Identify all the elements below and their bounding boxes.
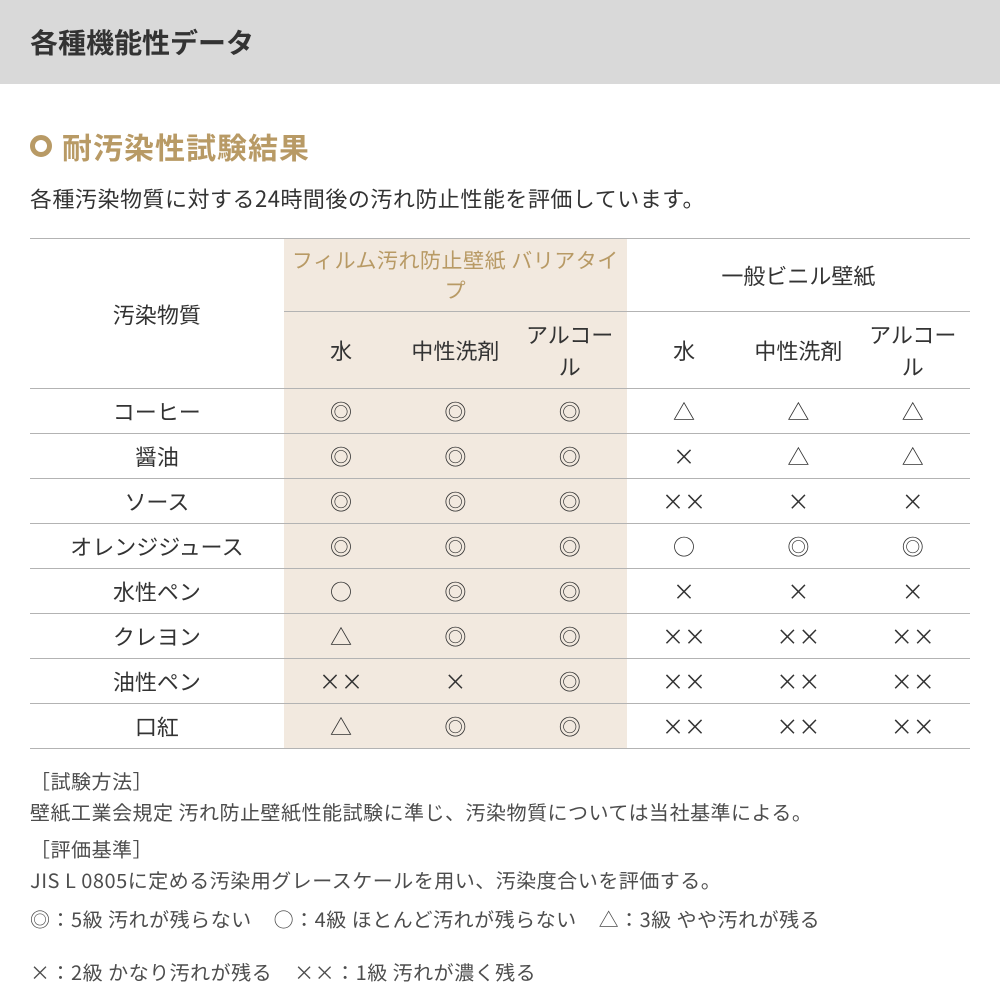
- table-row: ソース◎◎◎××××: [30, 479, 970, 524]
- content: 耐汚染性試験結果 各種汚染物質に対する24時間後の汚れ防止性能を評価しています。…: [0, 84, 1000, 987]
- cell: ××: [856, 659, 970, 704]
- legend-item: △：3級 やや汚れが残る: [599, 903, 821, 934]
- cell: ◎: [284, 524, 398, 569]
- row-label: 醤油: [30, 434, 284, 479]
- th-sub: 水: [284, 312, 398, 389]
- cell: ×: [741, 479, 855, 524]
- notes-method-text: 壁紙工業会規定 汚れ防止壁紙性能試験に準じ、汚染物質については当社基準による。: [30, 797, 812, 826]
- cell: ××: [741, 704, 855, 749]
- notes-criteria-label: ［評価基準］: [30, 833, 970, 864]
- cell: ◎: [398, 479, 512, 524]
- cell: ◎: [284, 434, 398, 479]
- ring-bullet-icon: [30, 135, 52, 157]
- cell: △: [741, 389, 855, 434]
- row-label: 水性ペン: [30, 569, 284, 614]
- stain-resistance-table: 汚染物質 フィルム汚れ防止壁紙 バリアタイプ 一般ビニル壁紙 水 中性洗剤 アル…: [30, 238, 970, 749]
- cell: ◎: [398, 569, 512, 614]
- notes: ［試験方法］ 壁紙工業会規定 汚れ防止壁紙性能試験に準じ、汚染物質については当社…: [30, 765, 970, 987]
- row-label: クレヨン: [30, 614, 284, 659]
- cell: ××: [627, 704, 741, 749]
- cell: ××: [856, 704, 970, 749]
- cell: △: [856, 389, 970, 434]
- th-sub: 中性洗剤: [398, 312, 512, 389]
- cell: ××: [284, 659, 398, 704]
- section-title: 耐汚染性試験結果: [62, 124, 310, 168]
- th-sub: 水: [627, 312, 741, 389]
- legend-item: ××：1級 汚れが濃く残る: [294, 956, 536, 987]
- cell: ××: [741, 659, 855, 704]
- cell: △: [284, 704, 398, 749]
- table-row: 油性ペン×××◎××××××: [30, 659, 970, 704]
- cell: ◎: [284, 389, 398, 434]
- cell: ×: [856, 569, 970, 614]
- cell: ◎: [513, 434, 627, 479]
- notes-method-label: ［試験方法］: [30, 765, 970, 796]
- cell: ◎: [513, 389, 627, 434]
- cell: ××: [627, 614, 741, 659]
- cell: ××: [741, 614, 855, 659]
- legend-item: ×：2級 かなり汚れが残る: [30, 956, 272, 987]
- row-label: 口紅: [30, 704, 284, 749]
- cell: ×: [398, 659, 512, 704]
- cell: ◎: [513, 479, 627, 524]
- table-body: コーヒー◎◎◎△△△醤油◎◎◎×△△ソース◎◎◎××××オレンジジュース◎◎◎○…: [30, 389, 970, 749]
- cell: ◎: [398, 704, 512, 749]
- cell: ×: [627, 569, 741, 614]
- th-sub: アルコール: [856, 312, 970, 389]
- table-row: 醤油◎◎◎×△△: [30, 434, 970, 479]
- cell: ◎: [513, 524, 627, 569]
- legend: ◎：5級 汚れが残らない ○：4級 ほとんど汚れが残らない △：3級 やや汚れが残る…: [30, 903, 970, 987]
- row-label: コーヒー: [30, 389, 284, 434]
- cell: ○: [627, 524, 741, 569]
- section-lead: 各種汚染物質に対する24時間後の汚れ防止性能を評価しています。: [30, 182, 970, 214]
- th-group-film: フィルム汚れ防止壁紙 バリアタイプ: [284, 239, 627, 312]
- cell: ◎: [513, 659, 627, 704]
- page-title: 各種機能性データ: [30, 22, 254, 62]
- cell: ◎: [741, 524, 855, 569]
- cell: ◎: [398, 389, 512, 434]
- cell: ××: [856, 614, 970, 659]
- cell: ◎: [398, 614, 512, 659]
- row-label: オレンジジュース: [30, 524, 284, 569]
- notes-criteria-text: JIS L 0805に定める汚染用グレースケールを用い、汚染度合いを評価する。: [30, 865, 721, 894]
- row-label: 油性ペン: [30, 659, 284, 704]
- cell: △: [284, 614, 398, 659]
- cell: ◎: [398, 524, 512, 569]
- page-header: 各種機能性データ: [0, 0, 1000, 84]
- th-sub: アルコール: [513, 312, 627, 389]
- th-sub: 中性洗剤: [741, 312, 855, 389]
- cell: ××: [627, 659, 741, 704]
- row-label: ソース: [30, 479, 284, 524]
- cell: ×: [856, 479, 970, 524]
- cell: ◎: [856, 524, 970, 569]
- cell: ×: [627, 434, 741, 479]
- cell: ◎: [513, 704, 627, 749]
- legend-item: ○：4級 ほとんど汚れが残らない: [274, 903, 577, 934]
- legend-item: ◎：5級 汚れが残らない: [30, 903, 252, 934]
- table-row: クレヨン△◎◎××××××: [30, 614, 970, 659]
- cell: ◎: [398, 434, 512, 479]
- section-heading: 耐汚染性試験結果: [30, 124, 970, 168]
- th-group-vinyl: 一般ビニル壁紙: [627, 239, 970, 312]
- table-row: コーヒー◎◎◎△△△: [30, 389, 970, 434]
- cell: △: [627, 389, 741, 434]
- cell: ××: [627, 479, 741, 524]
- cell: △: [856, 434, 970, 479]
- cell: ○: [284, 569, 398, 614]
- cell: ◎: [284, 479, 398, 524]
- table-row: オレンジジュース◎◎◎○◎◎: [30, 524, 970, 569]
- cell: ×: [741, 569, 855, 614]
- table-row: 口紅△◎◎××××××: [30, 704, 970, 749]
- cell: △: [741, 434, 855, 479]
- cell: ◎: [513, 569, 627, 614]
- th-corner: 汚染物質: [30, 239, 284, 389]
- table-row: 水性ペン○◎◎×××: [30, 569, 970, 614]
- cell: ◎: [513, 614, 627, 659]
